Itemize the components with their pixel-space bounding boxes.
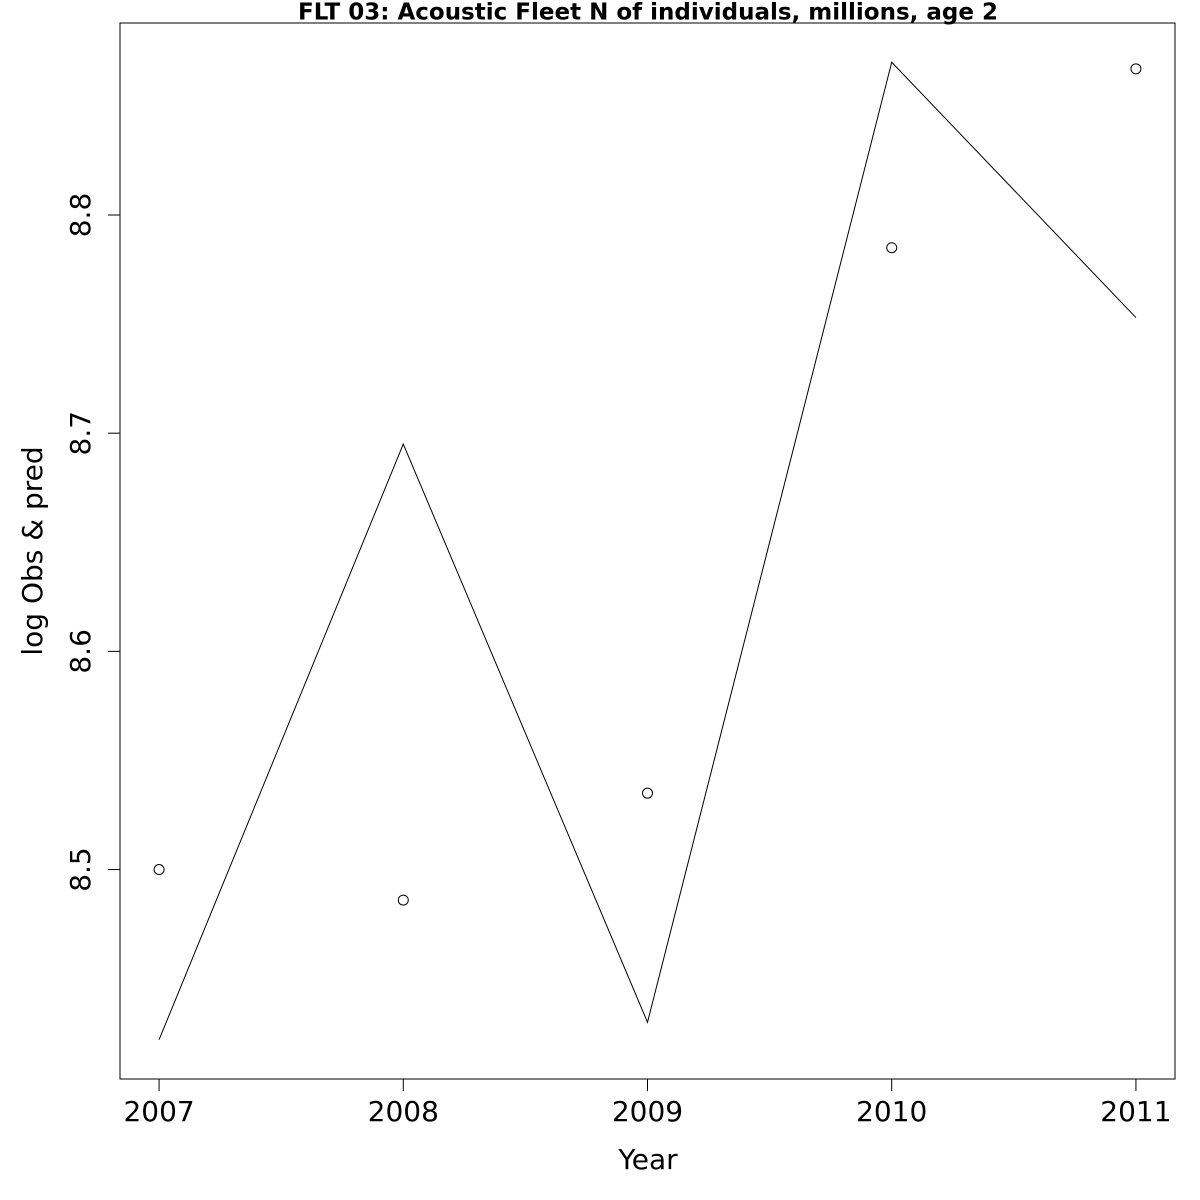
observed-point [397,894,409,906]
y-axis-label: log Obs & pred [16,446,49,655]
y-tick-label: 8.8 [64,193,97,238]
observed-point [642,787,653,799]
x-tick-label: 2011 [1100,1095,1171,1128]
y-tick-label: 8.7 [64,411,97,456]
observed-point [886,242,898,254]
predicted-line [158,61,1137,1040]
x-tick-label: 2010 [856,1095,927,1128]
observed-point [1130,63,1142,75]
x-axis-label: Year [617,1143,678,1176]
y-tick-label: 8.5 [64,847,97,892]
observed-point [153,864,165,876]
x-tick-label: 2009 [612,1095,683,1128]
plot-frame [119,22,1176,1080]
x-tick-label: 2008 [368,1095,439,1128]
y-tick-label: 8.6 [64,629,97,674]
chart-title: FLT 03: Acoustic Fleet N of individuals,… [298,0,998,26]
x-tick-label: 2007 [123,1095,194,1128]
